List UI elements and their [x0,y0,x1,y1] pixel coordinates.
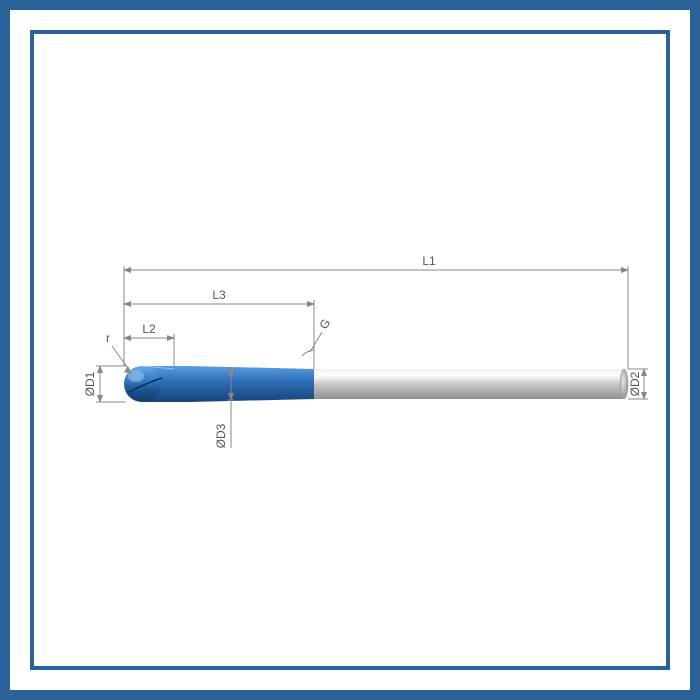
dim-L3-label: L3 [212,288,226,302]
dim-D1-label: ØD1 [83,371,97,396]
dim-G-leader [310,332,322,352]
dim-L1-label: L1 [422,254,436,268]
shank-body [314,369,624,399]
taper-body [189,366,314,402]
dim-D3-label: ØD3 [214,423,228,448]
outer-frame: L1 L3 L2 ØD1 ØD3 ØD2 [0,0,700,700]
diagram-svg: L1 L3 L2 ØD1 ØD3 ØD2 [34,34,666,666]
shank-end-cap [620,369,628,399]
dim-D2-label: ØD2 [628,371,642,396]
inner-frame: L1 L3 L2 ØD1 ØD3 ØD2 [30,30,670,670]
dim-r-label: r [106,331,110,345]
dim-L2-label: L2 [142,322,156,336]
dim-G-arc [302,350,314,356]
dim-G-label: G [316,316,333,331]
